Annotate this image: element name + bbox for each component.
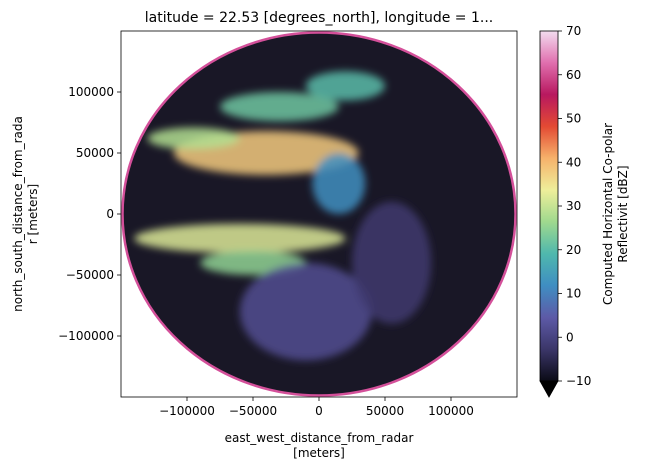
colorbar-tick-label: −10 xyxy=(566,374,591,388)
x-tick-label: −100000 xyxy=(159,404,215,418)
x-tick-label: −50000 xyxy=(229,404,277,418)
colorbar-label: Computed Horizontal Co-polar xyxy=(601,123,615,305)
x-axis-label-units: [meters] xyxy=(293,446,345,460)
colorbar-gradient xyxy=(539,30,559,382)
colorbar-tick-label: 50 xyxy=(566,112,581,126)
y-axis-label: north_south_distance_from_rada xyxy=(11,116,25,312)
echo-layer xyxy=(134,71,432,361)
echo-region xyxy=(220,92,339,122)
colorbar: 70 60 50 40 30 20 10 0 −10 Computed Horizontal C… xyxy=(539,24,630,398)
echo-region xyxy=(305,71,385,101)
y-axis-label-units: r [meters] xyxy=(26,184,40,244)
echo-region xyxy=(352,201,432,324)
plot-area: −100000 −50000 0 50000 100000 100000 50000 0 −5… xyxy=(58,30,518,418)
x-tick-label: 50000 xyxy=(366,404,404,418)
colorbar-tick-label: 0 xyxy=(566,330,574,344)
chart-title: latitude = 22.53 [degrees_north], longit… xyxy=(145,10,493,26)
colorbar-tick-label: 70 xyxy=(566,24,581,38)
y-tick-label: 50000 xyxy=(76,146,114,160)
colorbar-tick-label: 10 xyxy=(566,287,581,301)
colorbar-tick-label: 40 xyxy=(566,155,581,169)
x-axis-ticks: −100000 −50000 0 50000 100000 xyxy=(159,397,474,418)
echo-region xyxy=(312,153,366,214)
echo-region xyxy=(134,223,346,254)
x-tick-label: 100000 xyxy=(428,404,474,418)
radar-range-ring xyxy=(121,31,517,397)
colorbar-tick-label: 60 xyxy=(566,68,581,82)
x-axis-label: east_west_distance_from_radar xyxy=(225,431,414,445)
colorbar-tick-label: 30 xyxy=(566,199,581,213)
y-axis-ticks: 100000 50000 0 −50000 −100000 xyxy=(58,85,121,343)
y-tick-label: 100000 xyxy=(68,85,114,99)
x-tick-label: 0 xyxy=(315,404,323,418)
y-tick-label: −50000 xyxy=(66,268,114,282)
y-tick-label: −100000 xyxy=(58,329,114,343)
colorbar-label-units: Reflectivit [dBZ] xyxy=(616,165,630,262)
echo-region xyxy=(239,262,372,361)
colorbar-tick-label: 20 xyxy=(566,243,581,257)
colorbar-ticks: 70 60 50 40 30 20 10 0 −10 xyxy=(558,24,591,388)
colorbar-extend-min-arrow xyxy=(539,380,559,398)
echo-region xyxy=(147,127,240,150)
y-tick-label: 0 xyxy=(106,207,114,221)
